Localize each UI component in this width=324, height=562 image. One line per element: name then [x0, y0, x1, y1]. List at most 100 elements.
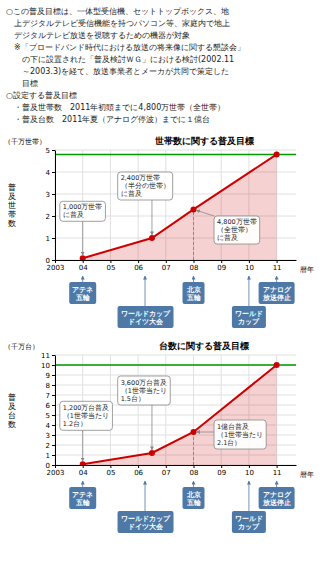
text-line: に普及 — [217, 233, 238, 242]
y-tick-label: 7 — [46, 392, 50, 400]
text-line: （1世帯当たり — [63, 412, 109, 420]
y-tick-label: 1 — [46, 452, 50, 460]
x-tick-label: 05 — [106, 264, 115, 272]
annotation: 1,200万台普及（1世帯当たり1.2台） — [60, 401, 113, 461]
x-tick: 11 — [273, 465, 282, 477]
text-line: ドイツ大会 — [128, 318, 164, 326]
x-grid-line — [110, 150, 111, 260]
annotation: 1,000万世帯に普及 — [60, 201, 106, 255]
annotation-text: 4,800万世帯（全世帯）に普及 — [217, 218, 257, 242]
text-block-line: の下に設置された「普及検討ＷＧ」における検討(2002.11 — [6, 55, 234, 64]
x-tick-label: 04 — [79, 469, 88, 477]
event-arrow — [145, 276, 146, 306]
text-line: ドイツ大会 — [128, 523, 164, 531]
text-line: 五輪 — [75, 499, 91, 507]
text-block-line: 目標 — [6, 79, 38, 88]
event-label: 北京五輪 — [186, 285, 202, 302]
x-tick: 11 — [273, 260, 282, 272]
event-box — [232, 306, 266, 328]
x-axis-line — [56, 260, 297, 261]
event-box — [118, 306, 174, 328]
text-line: 4,800万世帯 — [217, 218, 257, 226]
event-label: アナログ放送停止 — [262, 286, 292, 302]
annotation-arrow — [151, 200, 152, 235]
y-axis-line — [55, 356, 56, 466]
text-line: 放送停止 — [262, 294, 291, 302]
y-tick: 10 — [41, 362, 55, 370]
chart-title: 世帯数に関する普及目標 — [154, 135, 254, 146]
x-tick-label: 10 — [245, 264, 254, 272]
text-line: アナログ — [263, 286, 292, 294]
point — [274, 151, 280, 157]
chart-svg: ○この普及目標は、一体型受信機、セットトップボックス、地 上デジタルテレビ受信機… — [0, 0, 324, 562]
x-tick: 10 — [245, 465, 254, 477]
point — [80, 461, 86, 465]
x-tick: 06 — [134, 260, 143, 272]
x-tick-mark — [221, 465, 222, 468]
y-grid-line — [55, 150, 296, 151]
y-tick-label: 4 — [46, 422, 51, 430]
event-box — [118, 511, 174, 533]
x-tick-label: 2003 — [47, 264, 65, 272]
y-tick: 4 — [46, 169, 55, 177]
x-tick-mark — [249, 260, 250, 263]
y-tick: 11 — [41, 352, 55, 360]
x-tick-mark — [277, 260, 278, 263]
text-line: 北京 — [186, 285, 201, 294]
text-line: 世 — [8, 201, 16, 210]
annotation-box — [118, 376, 171, 405]
y-tick-mark — [52, 445, 55, 446]
x-tick-label: 05 — [106, 469, 115, 477]
x-tick-label: 07 — [162, 469, 171, 477]
y-grid-line — [55, 375, 296, 376]
y-tick-mark — [52, 194, 55, 195]
event-label: ワールドカップ — [235, 310, 263, 326]
event: 北京五輪 — [183, 481, 205, 509]
y-tick-label: 10 — [41, 362, 50, 370]
x-tick-mark — [110, 260, 111, 263]
y-tick-label: 4 — [46, 169, 51, 177]
text-line: 北京 — [186, 490, 201, 499]
annotation-box — [60, 401, 113, 430]
text-line: 1,000万世帯 — [63, 203, 103, 211]
annotation-arrow — [82, 221, 83, 255]
dashed-vline — [193, 209, 194, 260]
area — [83, 154, 277, 260]
event-label: 北京五輪 — [186, 490, 202, 507]
x-tick: 05 — [106, 465, 115, 477]
x-grid-line — [55, 150, 56, 260]
annotation-text: 3,600万台普及（1世帯当たり1.5台） — [121, 378, 168, 403]
event-label: ワールドカップドイツ大会 — [121, 309, 171, 326]
y-tick-label: 0 — [46, 462, 50, 470]
x-tick: 07 — [162, 465, 171, 477]
text-line: アテネ — [72, 286, 93, 294]
plot-marks — [55, 151, 296, 260]
point — [149, 235, 155, 241]
event-arrow — [193, 276, 194, 282]
y-tick-label: 6 — [46, 402, 51, 410]
y-grid-line — [55, 365, 296, 366]
annotation-text: 1億台普及（1世帯当たり2.1台） — [217, 422, 263, 447]
y-tick: 5 — [46, 147, 55, 155]
x-axis-label: 暦年 — [300, 471, 314, 479]
x-tick-mark — [138, 465, 139, 468]
y-tick-mark — [52, 375, 55, 376]
y-tick: 4 — [46, 422, 55, 430]
text-line: 3,600万台普及 — [121, 378, 168, 387]
text-line: カップ — [238, 317, 260, 326]
text-block-line: デジタルテレビ放送を視聴するための機器が対象 — [6, 31, 190, 40]
x-grid-line — [193, 150, 194, 260]
chart: 2003040506070809101101234567891011台数に関する… — [4, 340, 314, 533]
annotation-text: 2,400万世帯（半分の世帯）に普及 — [121, 174, 170, 198]
y-tick-mark — [52, 216, 55, 217]
x-tick-label: 11 — [273, 264, 282, 272]
text-line: 数 — [8, 219, 16, 228]
y-tick-mark — [52, 415, 55, 416]
y-tick-mark — [52, 435, 55, 436]
text-line: アテネ — [72, 491, 93, 499]
text-line: 2,400万世帯 — [121, 174, 161, 182]
annotation-arrow — [197, 432, 215, 433]
y-tick-mark — [52, 260, 55, 261]
x-grid-line — [138, 355, 139, 465]
annotation: 2,400万世帯（半分の世帯）に普及 — [118, 172, 173, 235]
